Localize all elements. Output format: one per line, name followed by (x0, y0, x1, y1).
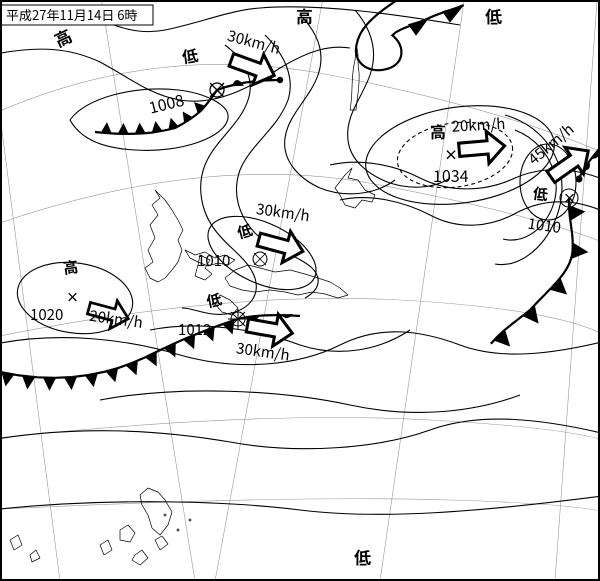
svg-text:1034: 1034 (433, 163, 469, 187)
svg-text:低: 低 (180, 42, 199, 68)
svg-text:×: × (66, 287, 79, 306)
svg-text:1010: 1010 (197, 250, 230, 271)
svg-text:20km/h: 20km/h (451, 113, 506, 137)
svg-text:高: 高 (296, 3, 313, 28)
svg-text:×: × (563, 188, 576, 207)
svg-text:×: × (444, 145, 458, 165)
svg-text:1020: 1020 (30, 304, 63, 325)
svg-text:高: 高 (62, 256, 80, 279)
svg-text:平成27年11月14日 6時: 平成27年11月14日 6時 (6, 5, 137, 24)
svg-text:低: 低 (532, 183, 550, 206)
svg-text:低: 低 (484, 3, 502, 28)
svg-text:高: 高 (430, 119, 446, 143)
svg-text:低: 低 (353, 544, 371, 569)
svg-text:1012: 1012 (178, 319, 211, 340)
